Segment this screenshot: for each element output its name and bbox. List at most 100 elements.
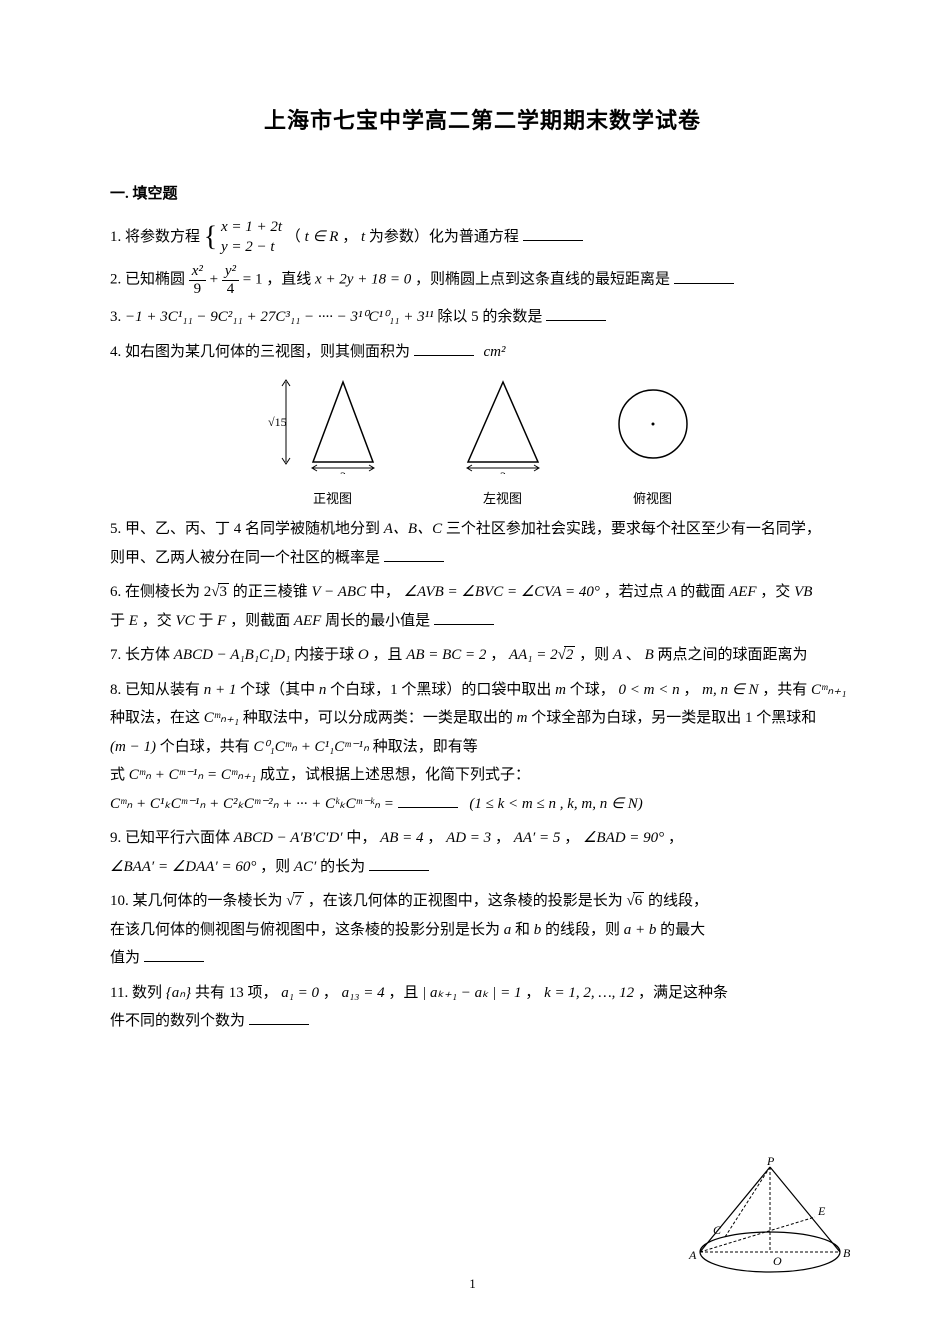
label-P: P bbox=[766, 1157, 775, 1168]
q9-aa: AA′ = 5 bbox=[514, 830, 561, 846]
base-label: 2 bbox=[340, 469, 346, 474]
question-4: 4. 如右图为某几何体的三视图，则其侧面积为 cm² bbox=[110, 338, 855, 367]
q10-l2b: 和 bbox=[515, 922, 534, 938]
q8-c2: Cᵐₙ₊₁ bbox=[204, 710, 239, 726]
q8-l3c: 种取法，即有等 bbox=[373, 739, 478, 755]
q10-a: a bbox=[504, 922, 512, 938]
blank bbox=[144, 946, 204, 962]
q6-pre: 6. 在侧棱长为 bbox=[110, 584, 204, 600]
q10-b: b bbox=[534, 922, 542, 938]
q1-post: 为参数）化为普通方程 bbox=[369, 229, 519, 245]
q1-t: t bbox=[361, 229, 365, 245]
q11-a13: a₁₃ = 4 bbox=[342, 985, 385, 1001]
q8-cond2: m, n ∈ N bbox=[702, 682, 758, 698]
top-view-svg bbox=[608, 374, 698, 474]
q1-pre: 1. 将参数方程 bbox=[110, 229, 204, 245]
q2-frac1: x² 9 bbox=[189, 263, 206, 297]
question-5: 5. 甲、乙、丙、丁 4 名同学被随机地分到 A、B、C 三个社区参加社会实践，… bbox=[110, 515, 855, 572]
q11-c1: ， bbox=[323, 985, 342, 1001]
label-O: O bbox=[773, 1254, 782, 1268]
side-view-label: 左视图 bbox=[448, 487, 558, 512]
q1-cond: t ∈ R bbox=[305, 229, 339, 245]
q6-VB: VB bbox=[794, 584, 812, 600]
q11-c2: ，且 bbox=[388, 985, 422, 1001]
q8-m: m bbox=[555, 682, 566, 698]
q11-pre: 11. 数列 bbox=[110, 985, 166, 1001]
q11-post: ，满足这种条 bbox=[638, 985, 728, 1001]
q2-mid: ，直线 bbox=[266, 272, 315, 288]
section-heading: 一. 填空题 bbox=[110, 180, 855, 209]
q5-abc: A、B、C bbox=[384, 521, 442, 537]
question-2: 2. 已知椭圆 x² 9 + y² 4 = 1 ，直线 x + 2y + 18 … bbox=[110, 263, 855, 297]
q8-l2b: 种取法中，可以分成两类：一类是取出的 bbox=[243, 710, 517, 726]
side-view: 2 左视图 bbox=[448, 374, 558, 511]
frac-den: 9 bbox=[189, 281, 206, 298]
q1-cases: x = 1 + 2t y = 2 − t bbox=[221, 218, 282, 257]
q10-r6: √6 bbox=[627, 887, 645, 916]
label-E: E bbox=[817, 1204, 826, 1218]
q7-mid5: 、 bbox=[626, 647, 641, 663]
page-number: 1 bbox=[0, 1272, 945, 1297]
question-11: 11. 数列 {aₙ} 共有 13 项， a₁ = 0 ， a₁₃ = 4 ，且… bbox=[110, 979, 855, 1036]
q11-l2: 件不同的数列个数为 bbox=[110, 1013, 245, 1029]
q2-line: x + 2y + 18 = 0 bbox=[315, 272, 411, 288]
q9-bad: ∠BAD = 90° bbox=[583, 830, 664, 846]
q8-cond1: 0 < m < n bbox=[619, 682, 680, 698]
q10-l2c: 的线段，则 bbox=[545, 922, 624, 938]
q8-l4a: 式 bbox=[110, 767, 129, 783]
q7-ab: AB = BC = 2 bbox=[406, 647, 486, 663]
q8-l1a: 个球（其中 bbox=[240, 682, 319, 698]
q9-c2: ， bbox=[495, 830, 514, 846]
q11-k: k = 1, 2, …, 12 bbox=[544, 985, 634, 1001]
q9-c3: ， bbox=[564, 830, 583, 846]
q11-an: {aₙ} bbox=[166, 985, 191, 1001]
q11-c3: ， bbox=[525, 985, 544, 1001]
q1-mid2: ， bbox=[342, 229, 361, 245]
q6-mid8: ，则截面 bbox=[230, 613, 294, 629]
question-3: 3. −1 + 3C¹₁₁ − 9C²₁₁ + 27C³₁₁ − ···· − … bbox=[110, 303, 855, 332]
q1-case-bot: y = 2 − t bbox=[221, 238, 282, 258]
q11-a1: a₁ = 0 bbox=[281, 985, 319, 1001]
q4-unit: cm² bbox=[484, 344, 506, 360]
q10-l2a: 在该几何体的侧视图与俯视图中，这条棱的投影分别是长为 bbox=[110, 922, 504, 938]
top-view-label: 俯视图 bbox=[608, 487, 698, 512]
q8-l1e: ，共有 bbox=[762, 682, 811, 698]
q8-l4b: 成立，试根据上述思想，化简下列式子： bbox=[260, 767, 530, 783]
q3-post: 除以 5 的余数是 bbox=[437, 309, 542, 325]
front-view-svg: √15 2 bbox=[268, 374, 398, 474]
q6-mid3: ，若过点 bbox=[604, 584, 668, 600]
q9-pre: 9. 已知平行六面体 bbox=[110, 830, 234, 846]
q6-post: 周长的最小值是 bbox=[325, 613, 430, 629]
question-8: 8. 已知从装有 n + 1 个球（其中 n 个白球，1 个黑球）的口袋中取出 … bbox=[110, 676, 855, 819]
q8-l3b: 个白球，共有 bbox=[160, 739, 254, 755]
q6-F: F bbox=[217, 613, 226, 629]
q2-pre: 2. 已知椭圆 bbox=[110, 272, 189, 288]
q10-l3: 值为 bbox=[110, 950, 140, 966]
q8-np1: n + 1 bbox=[204, 682, 237, 698]
q6-VC: VC bbox=[175, 613, 194, 629]
q10-mid2: 的线段， bbox=[648, 893, 708, 909]
cone-figure: P E B O A C bbox=[685, 1157, 855, 1288]
q9-c4: ， bbox=[668, 830, 683, 846]
q8-l1c: 个球， bbox=[570, 682, 615, 698]
front-view: √15 2 正视图 bbox=[268, 374, 398, 511]
brace-icon: { bbox=[204, 222, 217, 253]
q3-pre: 3. bbox=[110, 309, 125, 325]
label-B: B bbox=[843, 1246, 851, 1260]
q1-case-top: x = 1 + 2t bbox=[221, 218, 282, 238]
q6-mid2: 中， bbox=[370, 584, 404, 600]
q1-mid: （ bbox=[286, 229, 301, 245]
blank bbox=[434, 609, 494, 625]
q7-aa1: AA₁ = 2√2 bbox=[509, 647, 575, 663]
height-label: √15 bbox=[268, 415, 287, 429]
front-view-label: 正视图 bbox=[268, 487, 398, 512]
q10-mid1: ，在该几何体的正视图中，这条棱的投影是长为 bbox=[308, 893, 627, 909]
q6-mid5: ，交 bbox=[760, 584, 794, 600]
label-C: C bbox=[713, 1223, 722, 1237]
q10-l2d: 的最大 bbox=[660, 922, 705, 938]
q9-mid2: ，则 bbox=[260, 859, 294, 875]
label-A: A bbox=[688, 1248, 697, 1262]
blank bbox=[369, 855, 429, 871]
q9-body: ABCD − A′B′C′D′ bbox=[234, 830, 343, 846]
q9-ac: AC′ bbox=[294, 859, 316, 875]
